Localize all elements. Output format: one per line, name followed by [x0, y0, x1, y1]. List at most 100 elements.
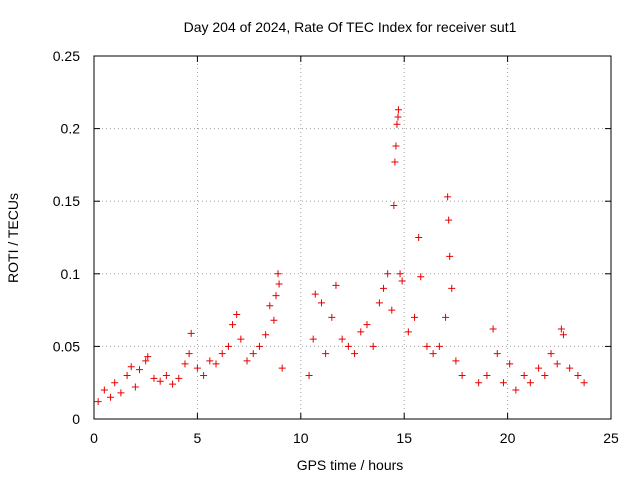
- data-point: [322, 350, 330, 358]
- data-point: [526, 379, 534, 387]
- y-tick-label: 0.2: [61, 121, 81, 137]
- data-point: [229, 321, 237, 329]
- data-point: [317, 299, 325, 307]
- y-tick-label: 0.15: [53, 193, 80, 209]
- data-point: [458, 371, 466, 379]
- data-point: [391, 158, 399, 166]
- data-point: [94, 398, 102, 406]
- data-point: [272, 292, 280, 300]
- chart-title: Day 204 of 2024, Rate Of TEC Index for r…: [184, 19, 517, 35]
- data-point: [446, 252, 454, 260]
- data-point: [499, 379, 507, 387]
- data-point: [512, 386, 520, 394]
- data-point: [100, 386, 108, 394]
- data-point: [435, 342, 443, 350]
- data-point: [185, 350, 193, 358]
- data-point: [394, 113, 402, 121]
- data-point: [193, 364, 201, 372]
- data-point: [275, 280, 283, 288]
- data-point: [404, 328, 412, 336]
- x-tick-label: 15: [396, 430, 412, 446]
- data-point: [574, 371, 582, 379]
- data-point: [255, 342, 263, 350]
- data-point: [332, 281, 340, 289]
- data-point: [266, 302, 274, 310]
- data-point: [363, 321, 371, 329]
- data-point: [249, 350, 257, 358]
- data-point: [398, 277, 406, 285]
- data-point: [344, 342, 352, 350]
- data-point: [123, 371, 131, 379]
- grid: [94, 56, 611, 419]
- data-point: [127, 363, 135, 371]
- data-point: [156, 377, 164, 385]
- plot-frame: [93, 55, 612, 420]
- data-point: [429, 350, 437, 358]
- data-point: [338, 335, 346, 343]
- data-point: [212, 360, 220, 368]
- data-point: [375, 299, 383, 307]
- data-point: [394, 106, 402, 114]
- x-tick-label: 5: [194, 430, 202, 446]
- y-tick-label: 0.1: [61, 266, 81, 282]
- data-point: [445, 216, 453, 224]
- data-point: [388, 306, 396, 314]
- data-point: [111, 379, 119, 387]
- data-point: [357, 328, 365, 336]
- x-axis-label: GPS time / hours: [297, 457, 404, 473]
- data-point: [243, 357, 251, 365]
- y-axis-label: ROTI / TECUs: [5, 193, 21, 283]
- data-point: [489, 325, 497, 333]
- data-point: [135, 366, 143, 374]
- data-point: [547, 350, 555, 358]
- data-point: [448, 284, 456, 292]
- data-point: [175, 374, 183, 382]
- data-point: [393, 120, 401, 128]
- x-tick-label: 25: [603, 430, 619, 446]
- data-point: [237, 335, 245, 343]
- data-point: [181, 360, 189, 368]
- data-point: [309, 335, 317, 343]
- data-point: [392, 142, 400, 150]
- data-point: [107, 393, 115, 401]
- data-point: [224, 342, 232, 350]
- data-point: [566, 364, 574, 372]
- x-tick-label: 20: [500, 430, 516, 446]
- data-point: [417, 273, 425, 281]
- data-point: [305, 371, 313, 379]
- ticks: 0 5 10 15 20 25 0 0.05 0.1 0.15 0.2 0.25: [53, 48, 619, 446]
- data-point: [233, 310, 241, 318]
- data-point: [384, 270, 392, 278]
- data-point: [423, 342, 431, 350]
- data-point: [328, 313, 336, 321]
- data-point: [444, 193, 452, 201]
- data-point: [442, 313, 450, 321]
- data-point: [452, 357, 460, 365]
- data-point: [218, 350, 226, 358]
- data-point: [415, 234, 423, 241]
- x-tick-label: 10: [293, 430, 309, 446]
- data-point: [117, 389, 125, 397]
- data-point: [535, 364, 543, 372]
- data-point: [270, 316, 278, 324]
- data-point: [557, 325, 565, 333]
- data-point: [541, 371, 549, 379]
- data-point: [278, 364, 286, 372]
- data-point: [131, 383, 139, 391]
- y-tick-label: 0.25: [53, 48, 80, 64]
- data-point: [580, 379, 588, 387]
- data-point: [506, 360, 514, 368]
- data-point: [520, 371, 528, 379]
- data-point: [553, 360, 561, 368]
- data-point: [142, 357, 150, 365]
- data-point: [150, 374, 158, 382]
- data-point: [369, 342, 377, 350]
- data-point: [187, 329, 195, 337]
- data-point: [390, 202, 398, 210]
- data-point: [206, 357, 214, 365]
- data-point: [351, 350, 359, 358]
- data-point: [411, 313, 419, 321]
- data-point: [380, 284, 388, 292]
- y-tick-label: 0: [72, 411, 80, 427]
- x-tick-label: 0: [90, 430, 98, 446]
